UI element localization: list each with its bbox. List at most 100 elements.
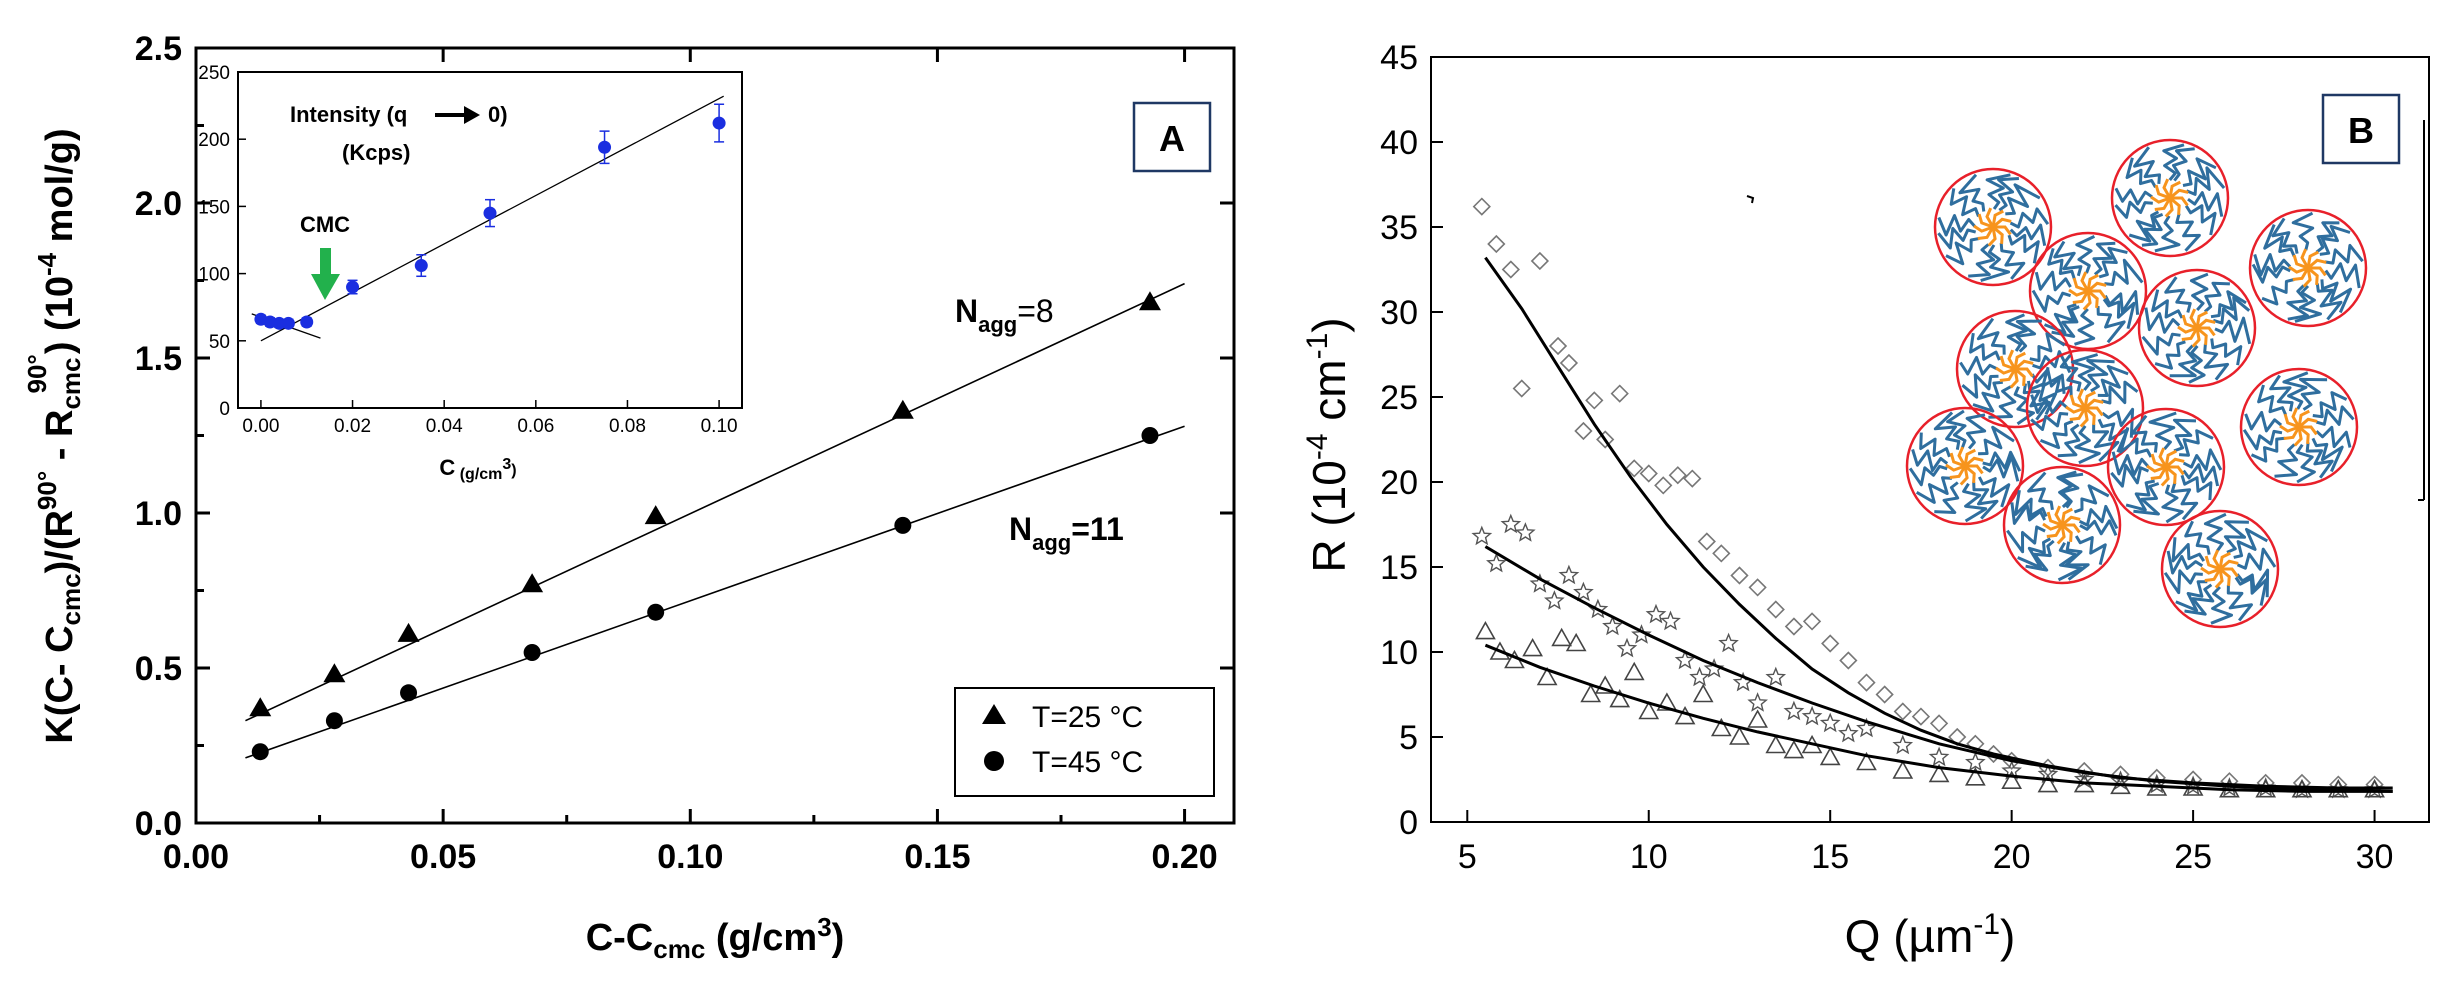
micelle-core-chain bbox=[2084, 406, 2096, 425]
micelle-corona-chain bbox=[1977, 476, 2011, 508]
micelle-corona-chain bbox=[2282, 371, 2309, 410]
micelle-corona-chain bbox=[2047, 247, 2076, 280]
micelle-corona-chain bbox=[2188, 345, 2206, 384]
panel-b-triangle-point bbox=[1638, 700, 1660, 720]
data-point-45c bbox=[1141, 427, 1159, 444]
inset-ticks: 0.00 0.02 0.04 0.06 0.08 0.10 0 50 100 150 200 250 bbox=[198, 63, 737, 437]
micelle-corona-chain bbox=[2210, 585, 2233, 625]
panel-b-diamond-point bbox=[1683, 469, 1702, 488]
micelle-corona-chain bbox=[2234, 576, 2268, 606]
panel-b-diamond-point bbox=[2075, 761, 2094, 781]
micelle-corona-chain bbox=[2104, 258, 2144, 286]
micelle-corona-chain bbox=[2130, 414, 2158, 453]
micelle-corona-chain bbox=[1961, 373, 1999, 399]
micelle-corona-chain bbox=[2005, 313, 2028, 352]
micelle-core-chain bbox=[2302, 267, 2312, 288]
micelle-corona-chain bbox=[2180, 474, 2213, 501]
data-point-45c bbox=[400, 684, 418, 702]
micelle-core-chain bbox=[1993, 225, 2012, 236]
micelle-corona-chain bbox=[2185, 166, 2226, 196]
micelle-corona-chain bbox=[2163, 569, 2203, 595]
micelle-core-chain bbox=[2014, 359, 2034, 371]
panel-b-diamond-point bbox=[1487, 234, 1506, 254]
micelle-corona-chain bbox=[2173, 418, 2197, 453]
micelle-corona-chain bbox=[1976, 317, 2006, 355]
micelle-corona-chain bbox=[2101, 380, 2139, 405]
micelle-corona-chain bbox=[2203, 512, 2227, 553]
micelle-core-chain bbox=[1964, 456, 1984, 468]
micelle-core-chain bbox=[2181, 314, 2198, 330]
micelle-corona-chain bbox=[2233, 527, 2269, 559]
panel-b-triangle-point bbox=[1783, 739, 1805, 759]
data-point-45c bbox=[523, 644, 541, 661]
micelle-core-chain bbox=[2080, 271, 2090, 292]
inset-x-tick-label: 0.00 bbox=[242, 416, 279, 437]
panel-b-star-point bbox=[1631, 624, 1652, 644]
micelle-core-chain bbox=[2220, 567, 2239, 578]
micelle-corona-chain bbox=[2169, 344, 2198, 378]
legend-item-45c: T=45 °C bbox=[984, 746, 1143, 779]
micelle-core-chain bbox=[2046, 524, 2064, 538]
micelle-corona-chain bbox=[2274, 443, 2298, 478]
legend: T=25 °C T=45 °C bbox=[954, 687, 1215, 797]
micelle-core-chain bbox=[2013, 351, 2026, 370]
panel-b-x-axis-label: Q (µm-1) bbox=[1845, 908, 2016, 962]
nagg-11-annotation: Nagg=11 bbox=[1009, 511, 1124, 555]
x-tick-label: 0.15 bbox=[904, 838, 970, 876]
micelle-corona-chain bbox=[2253, 253, 2292, 277]
micelle-corona-chain bbox=[2182, 157, 2217, 187]
micelle-corona-chain bbox=[2022, 383, 2051, 421]
legend-box bbox=[954, 687, 1215, 797]
micelle-core-chain bbox=[2181, 327, 2199, 341]
micelle-core-chain bbox=[2164, 197, 2174, 218]
panel-b-star-point bbox=[1602, 615, 1623, 636]
inset-chart: 0.00 0.02 0.04 0.06 0.08 0.10050100150200250 … bbox=[198, 63, 743, 483]
micelle-core-chain bbox=[2077, 388, 2087, 409]
inset-y-tick-label: 200 bbox=[198, 130, 230, 151]
panel-b-triangle-point bbox=[1536, 666, 1558, 686]
fit-line-45c bbox=[245, 425, 1185, 759]
micelle-corona-chain bbox=[2315, 221, 2340, 254]
inset-data-point bbox=[712, 116, 726, 130]
panel-b-triangle-point bbox=[1928, 763, 1950, 783]
micelle-corona-chain bbox=[2104, 290, 2140, 315]
micelle-corona-chain bbox=[2051, 305, 2080, 338]
panel-b-frame bbox=[1430, 56, 2430, 823]
inset-title-line1: Intensity (q bbox=[290, 102, 407, 127]
panel-a-x-axis-label: C-Ccmc (g/cm3) bbox=[586, 912, 845, 964]
panel-b-diamond-point bbox=[1625, 459, 1644, 478]
panel-b-star-point bbox=[1616, 637, 1638, 658]
panel-b-diamond-point bbox=[1610, 384, 1629, 403]
micelle-corona-chain bbox=[2175, 580, 2208, 612]
micelle-corona-chain bbox=[1908, 464, 1948, 487]
micelle-core-chain bbox=[2297, 409, 2310, 428]
micelle-corona-chain bbox=[2110, 464, 2150, 488]
panel-b-x-tick-label: 10 bbox=[1630, 838, 1668, 876]
micelle-corona-chain bbox=[2172, 147, 2195, 182]
micelle-corona-chain bbox=[2144, 307, 2181, 334]
panel-b-triangle-point bbox=[1747, 709, 1768, 728]
micelle-corona-chain bbox=[1919, 432, 1951, 458]
micelle-corona-chain bbox=[1933, 411, 1961, 450]
panel-b-diamond-point bbox=[1802, 612, 1822, 631]
micelle-corona-chain bbox=[2154, 215, 2181, 253]
micelle bbox=[2106, 407, 2226, 527]
micelle-core-chain bbox=[2088, 289, 2107, 300]
micelle-core-chain bbox=[2300, 248, 2310, 269]
micelle-core-chain bbox=[2298, 417, 2318, 429]
micelle-corona-chain bbox=[2030, 368, 2066, 394]
micelle-core-chain bbox=[2087, 289, 2099, 308]
micelle-corona-chain bbox=[2269, 374, 2294, 412]
micelle-core-chain bbox=[2307, 258, 2327, 270]
micelle-corona-chain bbox=[2244, 410, 2283, 433]
panel-b-triangle-point bbox=[1594, 675, 1616, 694]
y-tick-label: 2.0 bbox=[135, 185, 182, 223]
micelle-corona-chain bbox=[2031, 289, 2072, 313]
micelle-core-chain bbox=[2062, 523, 2081, 534]
micelle-core-chain bbox=[1949, 465, 1967, 479]
micelle-corona-chain bbox=[2315, 405, 2355, 426]
panel-b-y-tick-label: 25 bbox=[1380, 379, 1418, 417]
y-tick-label: 1.5 bbox=[135, 340, 182, 378]
micelle-corona-chain bbox=[2236, 568, 2270, 598]
